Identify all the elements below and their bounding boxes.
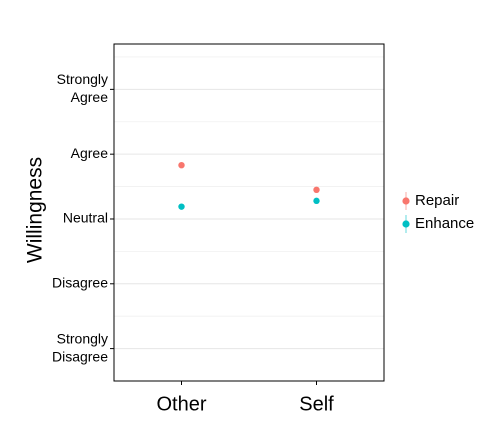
point-repair-other (178, 161, 185, 169)
point-repair-self (313, 186, 320, 194)
x-tick-label: Self (299, 393, 334, 415)
y-axis-title: Willingness (24, 157, 47, 263)
legend: Repair Enhance (402, 192, 474, 233)
y-tick-label: Agree (71, 145, 109, 161)
y-tick-label: Disagree (52, 274, 108, 290)
legend-label-repair: Repair (415, 192, 459, 209)
x-axis: Other Self (156, 381, 334, 415)
plot-panel (114, 44, 384, 381)
x-tick-label: Other (156, 393, 206, 415)
point-enhance-other (178, 203, 185, 210)
legend-key-point (402, 197, 410, 205)
y-tick-label: Disagree (52, 348, 108, 364)
y-tick-label: Neutral (63, 210, 108, 226)
legend-label-enhance: Enhance (415, 215, 474, 232)
point-enhance-self (313, 197, 320, 205)
y-axis: Strongly Disagree Disagree Neutral Agree Stro… (52, 71, 114, 364)
legend-key-point (402, 220, 410, 228)
y-tick-label: Agree (71, 89, 109, 105)
data-points (178, 161, 320, 210)
y-tick-label: Strongly (57, 330, 108, 346)
y-tick-label: Strongly (57, 71, 108, 87)
plot-border (113, 43, 385, 382)
